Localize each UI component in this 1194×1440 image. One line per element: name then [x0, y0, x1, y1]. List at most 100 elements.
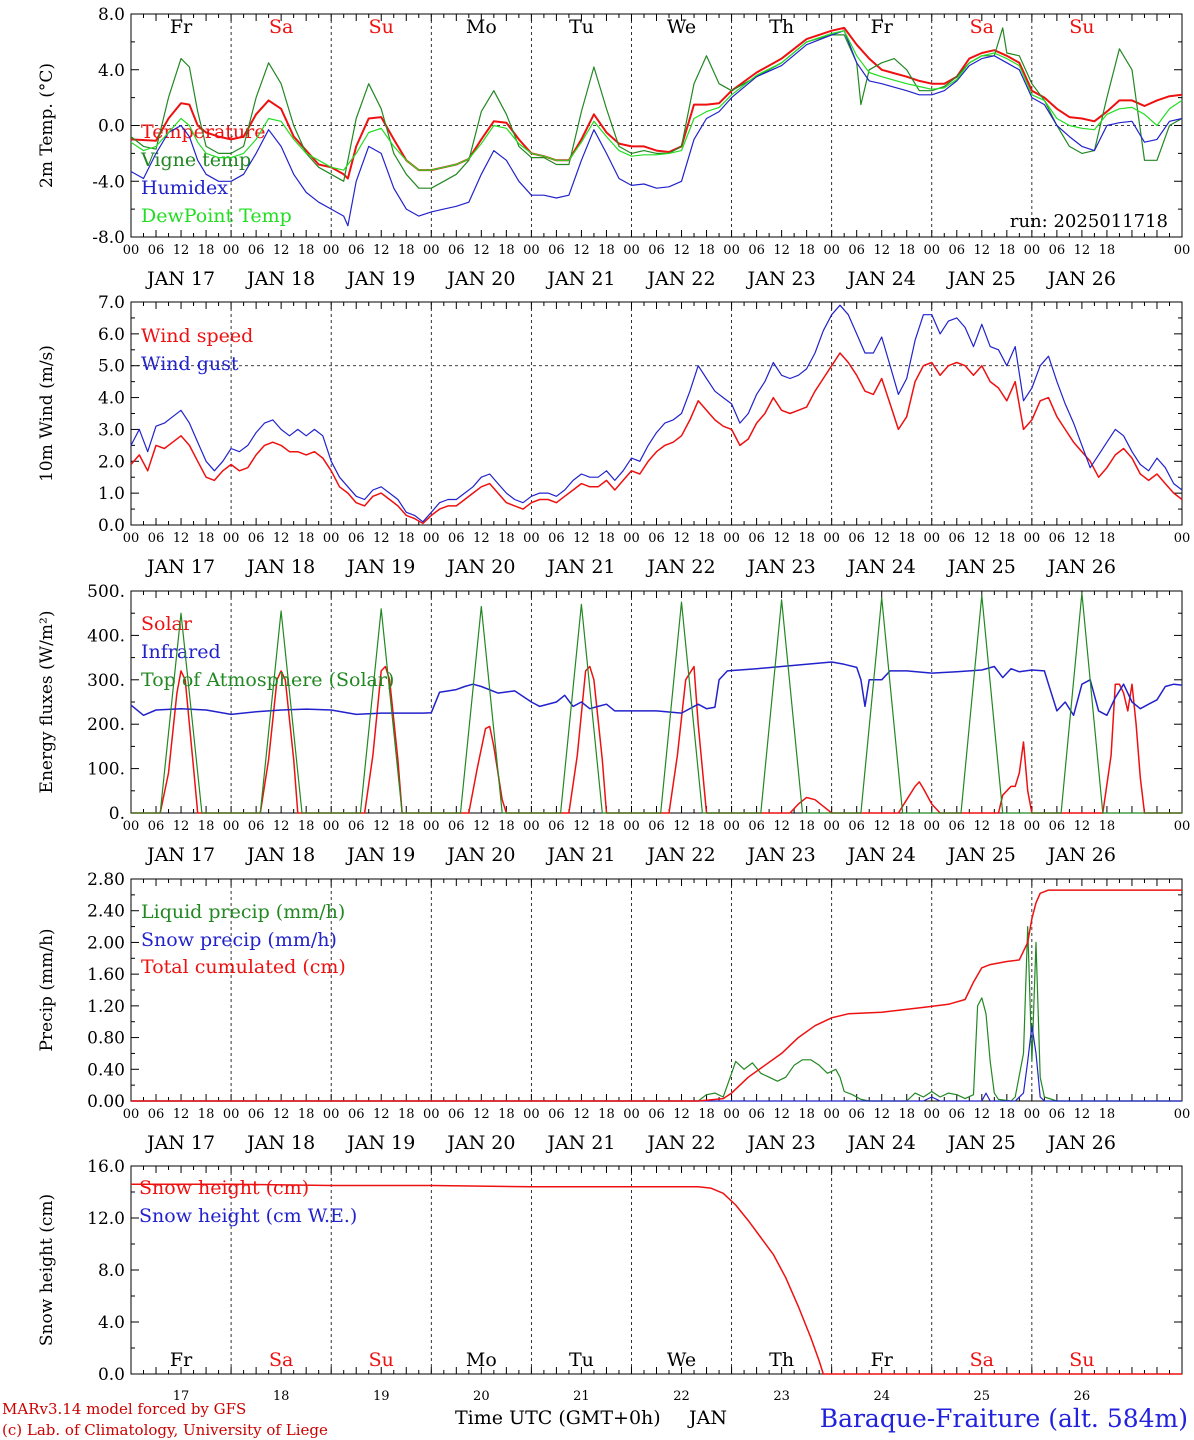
hour-tick-label: 06: [448, 819, 465, 834]
hour-tick-label: 12: [773, 531, 790, 546]
hour-tick-label: 00: [823, 819, 840, 834]
weekday-label: Su: [1069, 16, 1094, 38]
date-label: JAN 24: [846, 1132, 916, 1154]
hour-tick-label: 12: [873, 819, 890, 834]
panel-3: 0. 100. 200. 300. 400. 500. Energy fluxes (W/m…: [37, 582, 1190, 866]
hour-tick-label: 06: [648, 819, 665, 834]
y-tick-label: 1.0: [98, 484, 125, 504]
legend-entry: Liquid precip (mm/h): [141, 901, 345, 923]
hour-tick-label: 00: [1024, 1107, 1041, 1122]
hour-tick-label: 06: [548, 1107, 565, 1122]
hour-tick-label: 12: [873, 1107, 890, 1122]
hour-tick-label: 12: [974, 243, 991, 258]
hour-tick-label: 18: [1099, 1107, 1116, 1122]
hour-tick-label: 00: [1174, 1107, 1191, 1122]
series-line-1: [130, 27, 1183, 189]
y-tick-label: 2.00: [87, 933, 125, 953]
y-tick-label: 400.: [87, 626, 125, 646]
hour-tick-label: 12: [573, 531, 590, 546]
y-axis-label: Precip (mm/h): [37, 928, 57, 1051]
date-label: JAN 21: [545, 1132, 615, 1154]
series-line-0: [131, 1183, 1182, 1375]
y-axis-label: Snow height (cm): [37, 1194, 57, 1346]
hour-tick-label: 18: [398, 531, 415, 546]
date-label: JAN 20: [445, 556, 515, 578]
hour-tick-label: 00: [823, 1107, 840, 1122]
date-label: JAN 20: [445, 844, 515, 866]
bottom-date-label: 24: [873, 1389, 890, 1404]
hour-tick-label: 00: [723, 531, 740, 546]
hour-tick-label: 06: [148, 819, 165, 834]
y-tick-label: 4.0: [98, 61, 125, 81]
hour-tick-label: 18: [298, 1107, 315, 1122]
hour-tick-label: 06: [448, 1107, 465, 1122]
series-line-0: [131, 665, 1182, 814]
date-label: JAN 21: [545, 556, 615, 578]
bottom-date-label: 17: [173, 1389, 190, 1404]
hour-tick-label: 18: [898, 819, 915, 834]
date-label: JAN 25: [946, 1132, 1016, 1154]
hour-tick-label: 06: [448, 243, 465, 258]
weekday-label: Fr: [170, 16, 193, 38]
hour-tick-label: 00: [523, 819, 540, 834]
hour-tick-label: 00: [323, 1107, 340, 1122]
hour-tick-label: 06: [848, 1107, 865, 1122]
series-line-2: [131, 889, 1182, 1102]
hour-tick-label: 06: [248, 531, 265, 546]
hour-tick-label: 18: [898, 1107, 915, 1122]
legend-entry: Snow height (cm): [139, 1177, 309, 1199]
hour-tick-label: 06: [448, 531, 465, 546]
plot-frame: [130, 590, 1183, 814]
y-tick-label: 4.0: [98, 1313, 125, 1333]
bottom-date-label: 19: [373, 1389, 390, 1404]
hour-tick-label: 06: [348, 819, 365, 834]
date-label: JAN 17: [145, 556, 215, 578]
date-label: JAN 23: [746, 844, 816, 866]
hour-tick-label: 00: [123, 243, 140, 258]
date-label: JAN 26: [1046, 844, 1116, 866]
y-tick-label: 100.: [87, 760, 125, 780]
hour-tick-label: 00: [223, 819, 240, 834]
hour-tick-label: 12: [173, 531, 190, 546]
hour-tick-label: 12: [974, 819, 991, 834]
hour-tick-label: 12: [673, 531, 690, 546]
legend-entry: Infrared: [141, 641, 221, 663]
hour-tick-label: 00: [723, 1107, 740, 1122]
hour-tick-label: 12: [1074, 531, 1091, 546]
hour-tick-label: 00: [523, 1107, 540, 1122]
date-label: JAN 19: [345, 556, 415, 578]
hour-tick-label: 06: [1049, 819, 1066, 834]
date-label: JAN 19: [345, 268, 415, 290]
hour-tick-label: 06: [848, 243, 865, 258]
hour-tick-label: 06: [148, 1107, 165, 1122]
weekday-label: Su: [369, 1349, 394, 1371]
weekday-label: Tu: [569, 1349, 594, 1371]
hour-tick-label: 18: [1099, 243, 1116, 258]
credit-line-1: MARv3.14 model forced by GFS: [2, 1400, 246, 1418]
date-label: JAN 24: [846, 268, 916, 290]
date-label: JAN 26: [1046, 268, 1116, 290]
y-tick-label: 0.80: [87, 1029, 125, 1049]
hour-tick-label: 18: [999, 819, 1016, 834]
date-label: JAN 20: [445, 268, 515, 290]
hour-tick-label: 12: [273, 531, 290, 546]
hour-tick-label: 18: [598, 243, 615, 258]
hour-tick-label: 12: [173, 243, 190, 258]
hour-tick-label: 00: [1174, 531, 1191, 546]
date-label: JAN 23: [746, 556, 816, 578]
hour-tick-label: 12: [773, 819, 790, 834]
y-axis-label: 10m Wind (m/s): [37, 345, 57, 482]
legend-entry: Humidex: [141, 177, 228, 199]
hour-tick-label: 18: [298, 819, 315, 834]
date-label: JAN 23: [746, 268, 816, 290]
date-label: JAN 24: [846, 556, 916, 578]
weekday-label: Fr: [871, 1349, 894, 1371]
hour-tick-label: 12: [573, 819, 590, 834]
date-label: JAN 18: [245, 556, 315, 578]
legend-entry: Snow height (cm W.E.): [139, 1205, 357, 1227]
panel-2: 0.0 1.0 2.0 3.0 4.0 5.0 6.0 7.0 10m Wind (m/s) Wi…: [37, 293, 1190, 578]
plot-frame: [130, 301, 1183, 526]
hour-tick-label: 06: [748, 531, 765, 546]
hour-tick-label: 06: [348, 243, 365, 258]
y-tick-label: 500.: [87, 582, 125, 602]
